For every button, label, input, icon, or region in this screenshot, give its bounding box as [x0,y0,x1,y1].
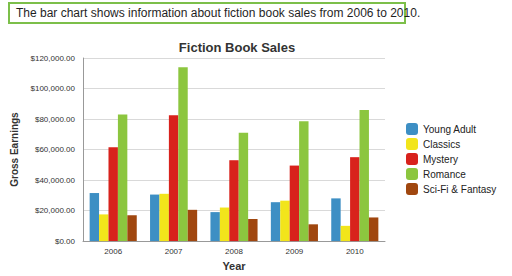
svg-text:Gross Earnings: Gross Earnings [9,112,20,187]
svg-text:Year: Year [222,260,246,272]
svg-text:Fiction Book Sales: Fiction Book Sales [179,40,295,55]
svg-text:2010: 2010 [346,247,364,256]
svg-text:Mystery: Mystery [423,154,458,165]
svg-text:$120,000.00: $120,000.00 [31,54,76,63]
svg-text:$20,000.00: $20,000.00 [35,206,76,215]
svg-text:2006: 2006 [104,247,122,256]
svg-text:$60,000.00: $60,000.00 [35,145,76,154]
svg-text:2009: 2009 [286,247,304,256]
svg-text:$0.00: $0.00 [55,237,76,246]
svg-text:2007: 2007 [165,247,183,256]
svg-text:2008: 2008 [225,247,243,256]
svg-text:$80,000.00: $80,000.00 [35,115,76,124]
svg-text:Classics: Classics [423,139,460,150]
svg-text:$100,000.00: $100,000.00 [31,84,76,93]
svg-text:$40,000.00: $40,000.00 [35,176,76,185]
svg-text:Romance: Romance [423,169,466,180]
html-text:The bar chart shows informatio: The bar chart shows information about fi… [16,6,421,20]
svg-text:Young Adult: Young Adult [423,124,476,135]
svg-text:Sci-Fi & Fantasy: Sci-Fi & Fantasy [423,184,496,195]
